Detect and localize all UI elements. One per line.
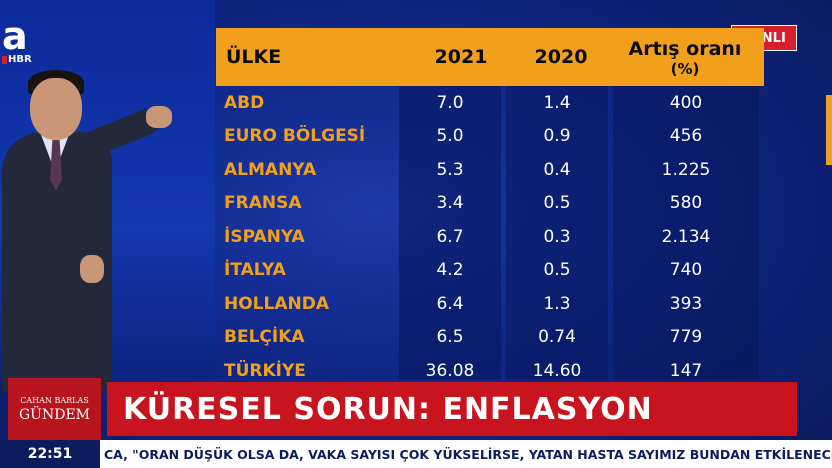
cell-increase: 740 <box>669 260 703 281</box>
table-row: EURO BÖLGESİ 5.0 0.9 456 <box>216 120 764 154</box>
table-header: ÜLKE 2021 2020 Artış oranı (%) <box>216 28 764 86</box>
cell-2021: 5.0 <box>436 126 464 147</box>
cell-2020: 0.5 <box>543 193 571 214</box>
header-increase-line2: (%) <box>670 60 700 78</box>
header-country: ÜLKE <box>226 46 282 68</box>
presenter-head <box>30 78 82 140</box>
cell-country: FRANSA <box>224 193 302 214</box>
cell-2020: 0.4 <box>543 159 571 180</box>
cell-2020: 0.5 <box>543 260 571 281</box>
cell-2021: 4.2 <box>436 260 464 281</box>
header-increase-line1: Artış oranı <box>628 38 742 60</box>
cell-2020: 1.4 <box>543 92 571 113</box>
cell-2021: 7.0 <box>436 92 464 113</box>
news-ticker: 22:51 CA, "ORAN DÜŞÜK OLSA DA, VAKA SAYI… <box>0 440 832 468</box>
table-row: İTALYA 4.2 0.5 740 <box>216 254 764 288</box>
channel-logo-sub: HBR <box>8 54 32 65</box>
cell-increase: 456 <box>669 126 703 147</box>
cell-2020: 1.3 <box>543 293 571 314</box>
cell-increase: 1.225 <box>661 159 711 180</box>
inflation-table: ÜLKE 2021 2020 Artış oranı (%) ABD 7.0 1… <box>216 28 764 381</box>
presenter-hand-left <box>80 255 104 283</box>
cell-2021: 6.7 <box>436 226 464 247</box>
program-name: GÜNDEM <box>18 407 90 423</box>
header-2021: 2021 <box>434 46 488 68</box>
cell-increase: 779 <box>669 327 703 348</box>
table-body: ABD 7.0 1.4 400 EURO BÖLGESİ 5.0 0.9 456… <box>216 86 764 381</box>
cell-country: İSPANYA <box>224 226 305 247</box>
presenter-hand <box>146 106 172 128</box>
clock: 22:51 <box>0 440 100 468</box>
table-row: HOLLANDA 6.4 1.3 393 <box>216 287 764 321</box>
headline-bar: KÜRESEL SORUN: ENFLASYON <box>107 382 797 436</box>
table-row: BELÇİKA 6.5 0.74 779 <box>216 321 764 355</box>
column-bg-2021 <box>399 86 501 380</box>
presenter <box>0 70 180 392</box>
table-row: ABD 7.0 1.4 400 <box>216 86 764 120</box>
column-bg-increase <box>613 86 759 380</box>
cell-country: BELÇİKA <box>224 327 305 348</box>
table-row: FRANSA 3.4 0.5 580 <box>216 187 764 221</box>
cell-2020: 0.3 <box>543 226 571 247</box>
cell-2020: 0.74 <box>538 327 576 348</box>
table-row: TÜRKİYE 36.08 14.60 147 <box>216 354 764 388</box>
cell-2020: 0.9 <box>543 126 571 147</box>
cell-2021: 5.3 <box>436 159 464 180</box>
cell-country: ABD <box>224 92 265 113</box>
channel-logo-letter: a <box>2 14 28 58</box>
cell-country: EURO BÖLGESİ <box>224 126 366 147</box>
cell-2021: 36.08 <box>425 360 475 381</box>
ticker-text: CA, "ORAN DÜŞÜK OLSA DA, VAKA SAYISI ÇOK… <box>104 446 832 462</box>
cell-increase: 147 <box>669 360 703 381</box>
presenter-tie <box>50 140 62 190</box>
cell-increase: 2.134 <box>661 226 711 247</box>
cell-2021: 3.4 <box>436 193 464 214</box>
header-2020: 2020 <box>534 46 588 68</box>
cell-country: HOLLANDA <box>224 293 329 314</box>
header-increase: Artış oranı (%) <box>606 28 764 86</box>
cell-country: ALMANYA <box>224 159 317 180</box>
cell-country: İTALYA <box>224 260 286 281</box>
column-bg-2020 <box>506 86 608 380</box>
cell-increase: 400 <box>669 92 703 113</box>
cell-2021: 6.4 <box>436 293 464 314</box>
cell-2020: 14.60 <box>532 360 582 381</box>
channel-logo-bar <box>2 56 7 64</box>
lower-third: CAHAN BARLAS GÜNDEM KÜRESEL SORUN: ENFLA… <box>0 378 832 440</box>
table-row: ALMANYA 5.3 0.4 1.225 <box>216 153 764 187</box>
table-row: İSPANYA 6.7 0.3 2.134 <box>216 220 764 254</box>
program-logo: CAHAN BARLAS GÜNDEM <box>8 378 101 440</box>
cell-country: TÜRKİYE <box>224 360 306 381</box>
program-host: CAHAN BARLAS <box>20 396 89 405</box>
cell-increase: 393 <box>669 293 703 314</box>
channel-logo: a HBR <box>2 14 42 66</box>
cell-2021: 6.5 <box>436 327 464 348</box>
cell-increase: 580 <box>669 193 703 214</box>
video-wall-accent <box>826 95 832 165</box>
